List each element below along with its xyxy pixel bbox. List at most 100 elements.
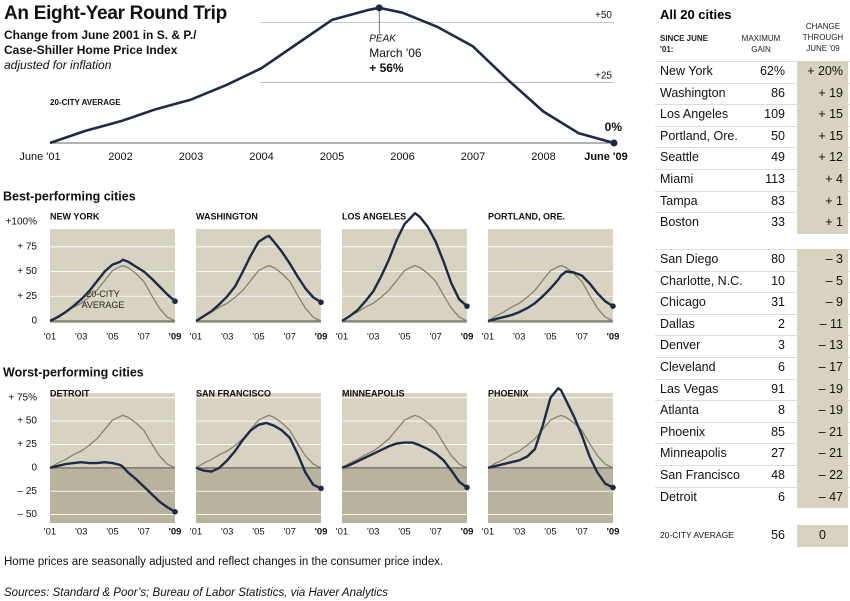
city: Miami xyxy=(660,172,694,186)
change: 0 xyxy=(819,528,826,542)
y-tick-label: – 50 xyxy=(18,509,38,520)
max-gain: 3 xyxy=(778,338,785,353)
panel-title: WASHINGTON xyxy=(196,211,258,221)
panel-negative xyxy=(50,321,175,323)
value-bg xyxy=(797,525,848,547)
x-tick-label: '05 xyxy=(106,332,118,343)
x-tick-label: June '09 xyxy=(584,151,628,163)
panel-negative xyxy=(488,467,613,523)
average-line xyxy=(195,264,322,322)
change: + 15 xyxy=(818,128,843,143)
average-line xyxy=(341,414,468,469)
max-gain: 85 xyxy=(771,424,785,439)
value-bg xyxy=(797,169,848,191)
panel-negative xyxy=(342,321,467,323)
x-tick-label: '07 xyxy=(138,332,150,343)
end-dot xyxy=(318,299,324,306)
x-tick-label: '07 xyxy=(284,527,296,538)
x-tick-label: '05 xyxy=(544,332,556,343)
x-tick-label: '09 xyxy=(315,527,328,538)
peak-label: March '06 xyxy=(369,46,422,60)
value-bg xyxy=(797,249,848,271)
y-tick-label: + 50 xyxy=(17,266,37,277)
end-dot xyxy=(610,139,618,147)
x-tick-label: '03 xyxy=(367,332,379,343)
end-dot xyxy=(610,303,616,309)
x-tick-label: 2007 xyxy=(461,151,485,163)
x-tick-label: '09 xyxy=(461,332,474,343)
column-header: CHANGE THROUGH JUNE '09 xyxy=(802,22,844,53)
x-tick-label: '09 xyxy=(315,332,328,343)
change: + 19 xyxy=(818,85,843,100)
change: + 4 xyxy=(825,172,843,186)
row-rule xyxy=(655,212,850,214)
city: Portland, Ore. xyxy=(660,128,738,143)
x-tick-label: '07 xyxy=(576,332,588,343)
city: Tampa xyxy=(660,193,698,208)
x-tick-label: '01 xyxy=(336,527,348,538)
section-title: Best-performing cities xyxy=(3,189,136,203)
x-tick-label: '03 xyxy=(75,332,87,343)
average-name: 20-CITY AVERAGE xyxy=(660,530,734,540)
table: All 20 cities SINCE JUNE '01: MAXIMUM GAIN… xyxy=(650,0,850,601)
panel-title: PORTLAND, ORE. xyxy=(488,211,565,221)
max-gain: 10 xyxy=(771,273,785,288)
row-rule xyxy=(655,465,850,466)
end-dot xyxy=(464,484,470,491)
max-gain: 2 xyxy=(778,316,785,331)
row-rule xyxy=(655,400,850,402)
x-tick-label: June '01 xyxy=(19,151,60,163)
change: – 13 xyxy=(818,338,843,353)
city-line xyxy=(49,461,176,513)
x-tick-label: 2003 xyxy=(179,151,203,163)
y-tick-label: + 25 xyxy=(17,291,37,302)
row-rule xyxy=(655,313,850,315)
city: Detroit xyxy=(660,489,697,504)
row-rule xyxy=(655,357,850,358)
end-dot xyxy=(610,484,616,491)
x-tick-label: '03 xyxy=(75,527,87,538)
city: Las Vegas xyxy=(660,381,719,396)
value-bg xyxy=(797,292,848,314)
max-gain: 109 xyxy=(764,107,785,122)
city: Atlanta xyxy=(660,403,699,418)
y-tick-label: +25 xyxy=(595,70,612,81)
x-tick-label: '05 xyxy=(398,332,410,343)
value-bg xyxy=(797,270,848,293)
value-bg xyxy=(797,212,848,234)
change: – 9 xyxy=(825,295,843,310)
max-gain: 33 xyxy=(771,215,785,230)
row-rule xyxy=(655,421,850,423)
max-gain: 62% xyxy=(759,64,785,78)
x-tick-label: '01 xyxy=(190,527,202,538)
panel-negative xyxy=(342,467,467,523)
end-label: 0% xyxy=(605,120,623,134)
row-rule xyxy=(655,335,850,337)
value-bg xyxy=(797,61,848,83)
footnote: Home prices are seasonally adjusted and … xyxy=(4,556,443,568)
x-tick-label: '01 xyxy=(44,332,56,343)
x-tick-label: '05 xyxy=(544,527,556,538)
city-line xyxy=(341,212,468,323)
row-rule xyxy=(655,169,850,170)
change: – 3 xyxy=(825,252,843,266)
value-bg xyxy=(797,357,848,379)
row-rule xyxy=(655,292,850,294)
max-gain: 49 xyxy=(771,150,785,165)
city-line xyxy=(487,387,614,489)
x-tick-label: '07 xyxy=(576,527,588,538)
city: Washington xyxy=(660,85,726,100)
x-tick-label: '01 xyxy=(482,332,494,343)
change: + 1 xyxy=(825,193,843,208)
row-rule xyxy=(655,82,850,84)
change: – 17 xyxy=(818,360,843,374)
average-line xyxy=(487,414,614,469)
average-line xyxy=(487,264,614,322)
change: + 15 xyxy=(818,107,843,122)
value-bg xyxy=(797,125,848,148)
row-rule xyxy=(655,61,850,62)
max-gain: 6 xyxy=(778,489,785,504)
y-tick-label: + 75% xyxy=(8,392,37,403)
value-bg xyxy=(797,82,848,105)
